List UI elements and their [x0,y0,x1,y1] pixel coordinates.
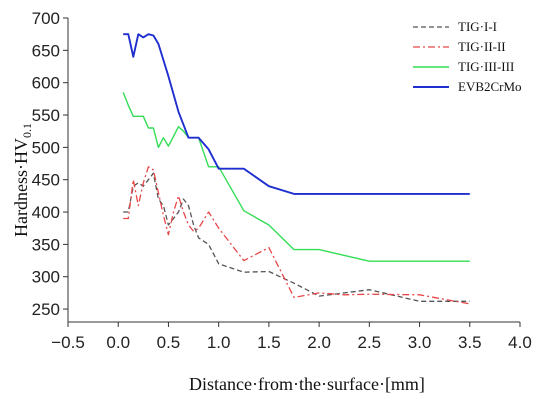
x-tick-label: 1.0 [207,333,231,352]
y-tick-label: 600 [32,74,60,93]
y-axis-title: Hardness·HV0.1 [11,123,34,237]
x-tick-label: 3.0 [408,333,432,352]
y-tick-label: 300 [32,268,60,287]
series-group [122,33,470,305]
y-tick-label: 250 [32,300,60,319]
legend-label-1: TIG·I-I [458,19,497,34]
legend-label-4: EVB2CrMo [458,79,522,94]
x-tick-label: 1.5 [257,333,281,352]
x-axis-title: Distance·from·the·surface·[mm] [189,374,425,394]
x-tick-label: 3.5 [458,333,482,352]
legend: TIG·I-I TIG·II-II TIG·III-III EVB2CrMo [413,19,522,94]
series-line-4 [123,33,470,195]
y-axis-title-subscript: 0.1 [20,123,34,138]
x-tick-label: 4.0 [508,333,532,352]
x-tick-label: 2.5 [358,333,382,352]
y-tick-label: 450 [32,171,60,190]
x-tick-label: −0.5 [51,333,85,352]
y-axis: 250 300 350 400 450 500 550 600 650 700 [32,9,69,322]
legend-label-3: TIG·III-III [458,59,514,74]
y-tick-label: 400 [32,203,60,222]
y-tick-label: 350 [32,235,60,254]
series-line-3 [122,92,470,262]
y-tick-label: 700 [32,9,60,28]
x-tick-label: 0.0 [106,333,130,352]
y-axis-title-main: Hardness·HV [11,138,31,237]
legend-label-2: TIG·II-II [458,39,506,54]
y-tick-label: 500 [32,138,60,157]
x-tick-label: 2.0 [307,333,331,352]
series-line-2 [123,166,470,305]
y-tick-label: 550 [32,106,60,125]
series-line-1 [123,172,470,302]
y-tick-label: 650 [32,41,60,60]
x-axis: −0.5 0.0 0.5 1.0 1.5 2.0 2.5 3.0 3.5 4.0 [51,321,532,352]
x-tick-label: 0.5 [157,333,181,352]
